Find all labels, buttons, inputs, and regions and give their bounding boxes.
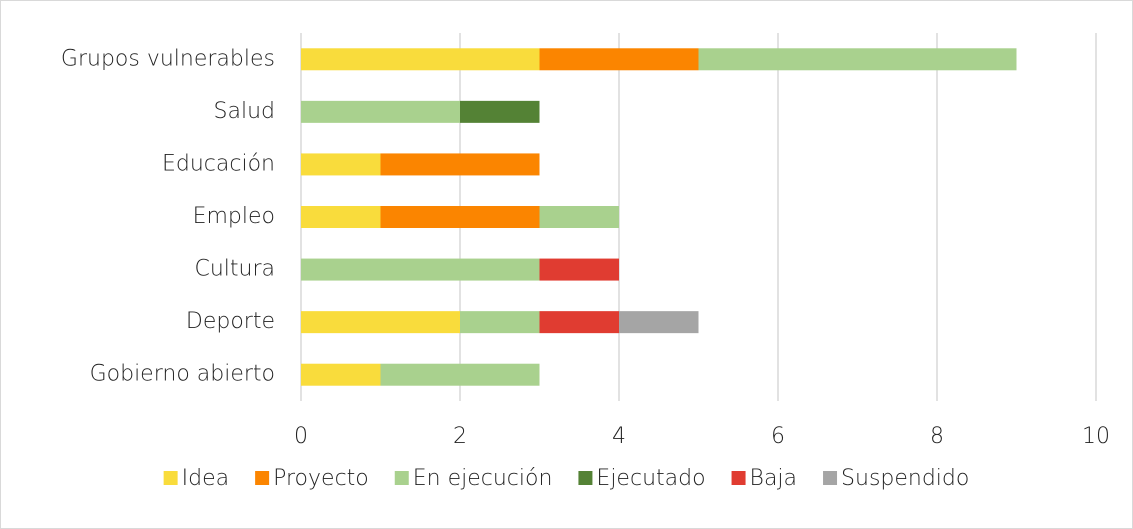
bar-segment xyxy=(380,363,540,386)
legend-swatch xyxy=(823,471,838,485)
legend-label: Baja xyxy=(750,466,797,491)
x-tick-label: 4 xyxy=(612,424,626,449)
legend-swatch xyxy=(163,471,178,485)
x-tick-label: 8 xyxy=(930,424,944,449)
bar-segment xyxy=(539,258,619,281)
bar-segment xyxy=(460,311,540,334)
legend-swatch xyxy=(255,471,270,485)
y-tick-label: Cultura xyxy=(194,257,275,282)
bar-segment xyxy=(539,206,619,228)
legend-label: Suspendido xyxy=(841,466,969,491)
bar-segment xyxy=(301,258,540,281)
x-tick-label: 2 xyxy=(453,424,467,449)
legend-swatch xyxy=(394,471,409,485)
x-tick-label: 10 xyxy=(1082,424,1110,449)
legend-label: En ejecución xyxy=(413,466,553,491)
bar-segment xyxy=(301,311,460,334)
legend-label: Ejecutado xyxy=(596,466,705,491)
bar-segment xyxy=(301,153,381,176)
bar-segment xyxy=(301,363,381,386)
y-tick-label: Educación xyxy=(162,151,275,176)
bar-segment xyxy=(380,153,540,176)
y-tick-label: Grupos vulnerables xyxy=(61,46,275,71)
bar-segment xyxy=(380,206,540,228)
legend-swatch xyxy=(731,471,746,485)
y-tick-label: Salud xyxy=(214,99,275,124)
y-tick-label: Deporte xyxy=(186,309,275,334)
bar-segment xyxy=(301,48,540,71)
bar-segment xyxy=(301,206,381,228)
legend-swatch xyxy=(578,471,593,485)
bar-segment xyxy=(539,48,699,71)
bar-segment xyxy=(301,100,460,123)
y-tick-label: Empleo xyxy=(193,204,275,229)
x-tick-label: 0 xyxy=(294,424,308,449)
bar-segment xyxy=(460,100,540,123)
bar-segment xyxy=(619,311,699,334)
y-tick-label: Gobierno abierto xyxy=(90,362,275,387)
legend-label: Proyecto xyxy=(273,466,369,491)
x-tick-label: 6 xyxy=(771,424,785,449)
bar-segment xyxy=(539,311,619,334)
legend-label: Idea xyxy=(182,466,229,491)
bar-segment xyxy=(698,48,1017,71)
